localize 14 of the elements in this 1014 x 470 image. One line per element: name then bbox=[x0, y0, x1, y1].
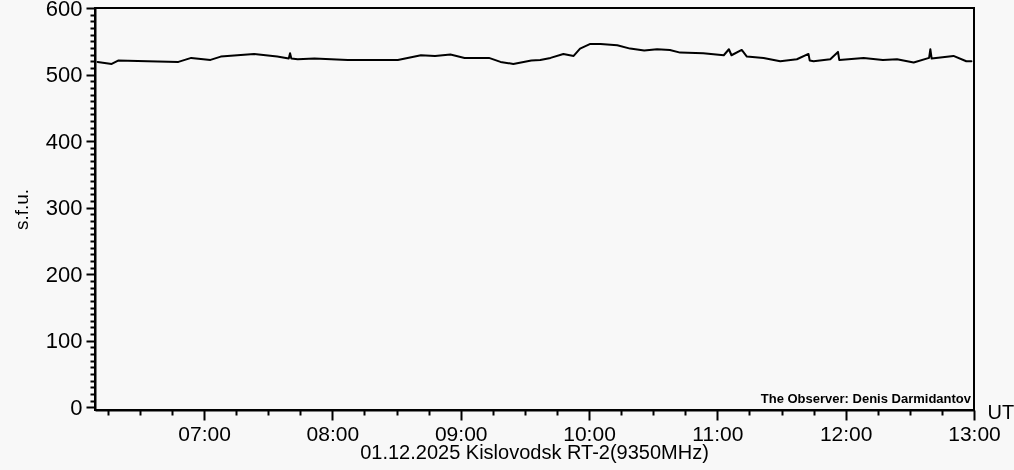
x-axis-title: UT bbox=[987, 400, 1014, 423]
y-axis-title: s.f.u. bbox=[10, 188, 32, 231]
x-tick-label: 08:00 bbox=[306, 421, 360, 445]
y-tick-label: 400 bbox=[45, 128, 83, 154]
y-tick-label: 300 bbox=[45, 195, 83, 221]
y-tick-label: 0 bbox=[70, 394, 83, 420]
y-tick-label: 600 bbox=[45, 0, 83, 21]
x-tick-label: 12:00 bbox=[819, 421, 873, 445]
x-tick-label: 13:00 bbox=[948, 421, 1001, 445]
y-tick-label: 100 bbox=[45, 328, 83, 354]
y-tick-label: 500 bbox=[45, 62, 83, 88]
y-tick-label: 200 bbox=[45, 261, 83, 287]
x-tick-label: 07:00 bbox=[178, 421, 231, 445]
annotation: The Observer: Denis Darmidantov bbox=[760, 391, 972, 406]
